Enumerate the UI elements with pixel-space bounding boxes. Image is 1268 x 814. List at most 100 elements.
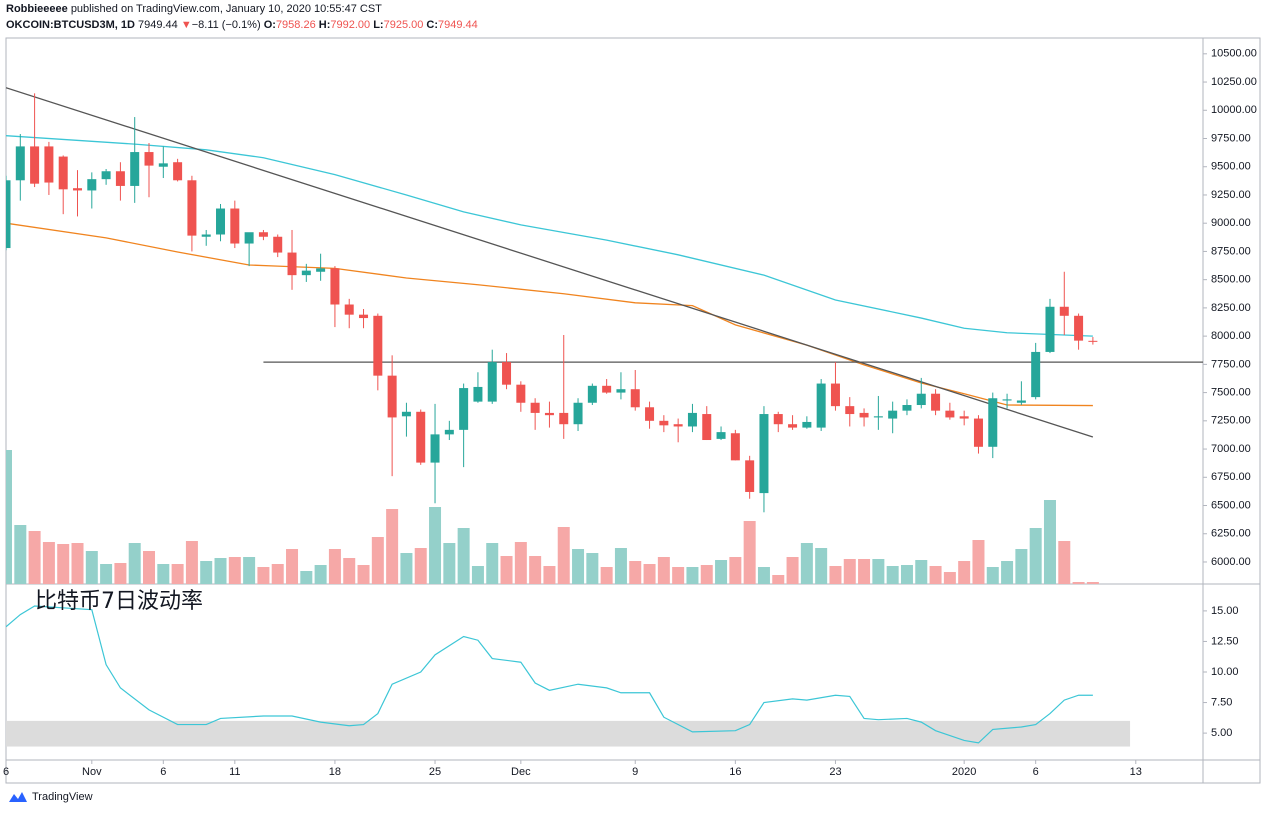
volume-bar xyxy=(686,567,699,584)
h-label: H: xyxy=(318,19,331,31)
x-tick-label: Dec xyxy=(511,766,531,778)
volume-bar xyxy=(100,564,113,584)
volume-bar xyxy=(729,557,742,584)
x-tick-label: Nov xyxy=(82,766,102,778)
candle-body xyxy=(916,393,926,406)
volume-bar xyxy=(643,564,656,584)
indicator-line xyxy=(6,135,1093,337)
volume-bar xyxy=(858,559,871,584)
candle-body xyxy=(130,152,140,186)
y-tick-label: 10.00 xyxy=(1211,666,1239,678)
volume-bar xyxy=(972,540,985,584)
candle-body xyxy=(730,433,740,461)
volume-bar xyxy=(114,563,127,584)
symbol: OKCOIN:BTCUSD3M, 1D xyxy=(6,19,135,31)
x-tick-label: 25 xyxy=(429,766,441,778)
candle-body xyxy=(945,410,955,418)
frame xyxy=(5,37,1261,784)
candle-body xyxy=(87,179,97,191)
candle-body xyxy=(316,268,326,272)
candle-body xyxy=(859,412,869,418)
volume-bar xyxy=(958,561,971,584)
volume-bar xyxy=(500,556,513,584)
volume-bar xyxy=(529,556,542,584)
volume-bar xyxy=(386,509,399,584)
candle-body xyxy=(344,304,354,315)
y-tick-label: 8250.00 xyxy=(1211,302,1251,314)
volume-bar xyxy=(257,567,270,584)
candle-body xyxy=(502,362,512,385)
y-tick-label: 10250.00 xyxy=(1211,76,1257,88)
candle-body xyxy=(1031,351,1041,398)
volume-bar xyxy=(6,450,12,584)
o-label: O: xyxy=(263,19,276,31)
volume-bar xyxy=(800,543,813,584)
candle-body xyxy=(931,393,941,411)
candle-body xyxy=(387,375,397,418)
x-tick-label: 11 xyxy=(229,766,240,778)
change: −8.11 (−0.1%) xyxy=(191,19,261,31)
published: published on TradingView.com, January 10… xyxy=(70,3,382,15)
indicator-line xyxy=(6,87,1094,438)
y-tick-label: 15.00 xyxy=(1211,605,1239,617)
volume-bar xyxy=(572,549,585,584)
candle-body xyxy=(888,410,898,419)
y-tick-label: 8750.00 xyxy=(1211,245,1251,257)
volume-bar xyxy=(371,537,384,584)
candle-body xyxy=(287,252,297,276)
volume-bar xyxy=(1001,561,1014,584)
candle-body xyxy=(816,383,826,428)
y-tick-label: 7.50 xyxy=(1211,696,1232,708)
candle-body xyxy=(6,180,11,249)
candle-body xyxy=(30,146,40,184)
footer: TradingView xyxy=(8,790,93,804)
volume-bar xyxy=(929,566,942,584)
volume-bar xyxy=(786,557,799,584)
y-tick-label: 6500.00 xyxy=(1211,499,1251,511)
volume-bar xyxy=(600,567,613,584)
volume-bar xyxy=(715,560,728,584)
volume-bar xyxy=(71,543,84,584)
y-tick-label: 6750.00 xyxy=(1211,471,1251,483)
candle-body xyxy=(1088,340,1098,342)
candle-body xyxy=(973,418,983,447)
volatility-line xyxy=(6,605,1093,744)
y-tick-label: 10500.00 xyxy=(1211,48,1257,60)
y-tick-label: 6250.00 xyxy=(1211,528,1251,540)
volume-bar xyxy=(85,551,98,584)
volume-bar xyxy=(700,565,713,584)
volume-bar xyxy=(886,566,899,584)
volume-bar xyxy=(543,566,556,584)
volume-bar xyxy=(343,558,356,584)
volume-bar xyxy=(42,542,55,584)
o: 7958.26 xyxy=(275,19,316,31)
last: 7949.44 xyxy=(138,19,178,31)
volume-bar xyxy=(357,565,370,584)
y-tick-label: 8000.00 xyxy=(1211,330,1251,342)
candle-body xyxy=(473,386,483,402)
candle-body xyxy=(416,411,426,463)
volume-bar xyxy=(843,559,856,584)
candle-body xyxy=(773,414,783,425)
candle-body xyxy=(144,152,154,166)
y-tick-label: 8500.00 xyxy=(1211,274,1251,286)
volume-bar xyxy=(829,566,842,584)
candle-body xyxy=(687,412,697,427)
panel-title: 比特币7日波动率 xyxy=(35,589,203,614)
volume-bar xyxy=(1043,500,1056,584)
volume-bar xyxy=(471,566,484,584)
volume-bar xyxy=(900,565,913,584)
candle-body xyxy=(845,406,855,415)
candle-body xyxy=(487,362,497,402)
volume-bar xyxy=(1015,549,1028,584)
candle-body xyxy=(44,146,54,183)
candle-body xyxy=(788,424,798,428)
y-tick-label: 7750.00 xyxy=(1211,358,1251,370)
y-tick-label: 10000.00 xyxy=(1211,104,1257,116)
candle-body xyxy=(216,208,226,235)
candle-body xyxy=(430,434,440,463)
candle-body xyxy=(544,412,554,416)
volume-bar xyxy=(672,567,685,584)
candle-body xyxy=(158,163,168,167)
band xyxy=(6,720,1131,747)
